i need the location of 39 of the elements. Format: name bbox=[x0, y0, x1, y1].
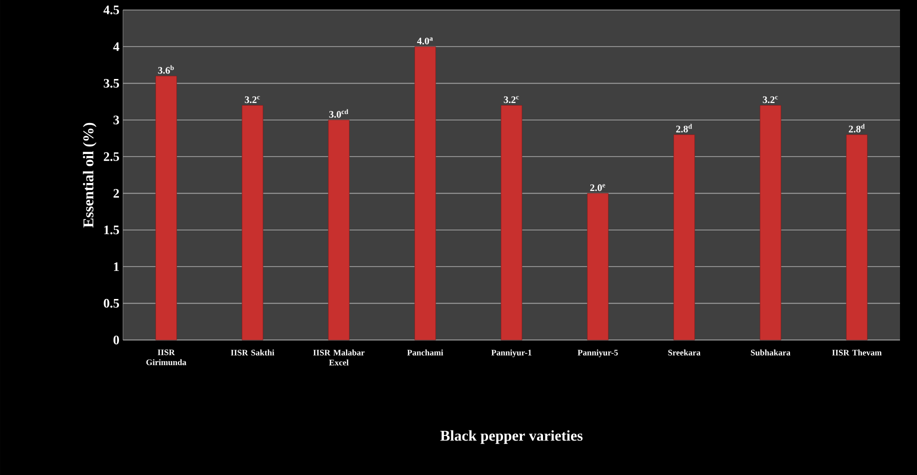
data-label: 3.2$^{c}$ bbox=[244, 96, 260, 104]
y-tick-label: 2 bbox=[114, 189, 119, 198]
data-label: 4.0$^{a}$ bbox=[417, 37, 433, 44]
y-tick-label: 1 bbox=[114, 262, 119, 271]
data-label: 3.6$^{b}$ bbox=[158, 65, 174, 74]
y-tick-label: 0 bbox=[114, 336, 119, 344]
data-label: 2.8$^{d}$ bbox=[848, 124, 865, 132]
data-label: 2.0$^{e}$ bbox=[590, 184, 606, 192]
x-tick-label: IISR Thevam bbox=[832, 350, 882, 356]
x-tick-label: IISR Girimunda bbox=[146, 350, 186, 366]
y-tick-label: 3.5 bbox=[104, 78, 120, 88]
y-tick-label: 4.5 bbox=[103, 6, 120, 14]
y-tick-label: 3 bbox=[114, 116, 120, 124]
x-axis-title: Black pepper varieties bbox=[440, 430, 583, 444]
x-tick-label: Subhakara bbox=[750, 350, 790, 356]
x-tick-label: Panchami bbox=[407, 350, 444, 356]
x-tick-label: Sreekara bbox=[668, 350, 700, 356]
data-label: 2.8$^{d}$ bbox=[676, 124, 692, 132]
bar bbox=[500, 105, 522, 340]
bar bbox=[673, 134, 695, 340]
bar bbox=[846, 134, 868, 340]
bar bbox=[760, 105, 782, 340]
y-axis-title: Essential oil (%) bbox=[82, 122, 96, 228]
data-label: 3.2$^{c}$ bbox=[762, 96, 778, 104]
bar bbox=[155, 76, 177, 340]
x-tick-label: IISR Sakthi bbox=[230, 350, 274, 356]
x-tick-label: Panniyur-5 bbox=[578, 350, 618, 358]
bar bbox=[414, 46, 436, 340]
data-label: 3.2$^{c}$ bbox=[504, 96, 519, 104]
bar bbox=[587, 193, 609, 340]
y-tick-label: 0.5 bbox=[104, 298, 120, 308]
x-tick-label: Panniyur-1 bbox=[491, 350, 532, 358]
x-tick-label: IISR Malabar Excel bbox=[313, 350, 365, 366]
y-tick-label: 1.5 bbox=[104, 226, 120, 234]
bar bbox=[328, 120, 350, 340]
data-label: 3.0$^{cd}$ bbox=[329, 109, 348, 118]
y-tick-label: 4 bbox=[113, 42, 120, 51]
y-tick-label: 2.5 bbox=[104, 152, 120, 162]
bar bbox=[242, 105, 264, 340]
